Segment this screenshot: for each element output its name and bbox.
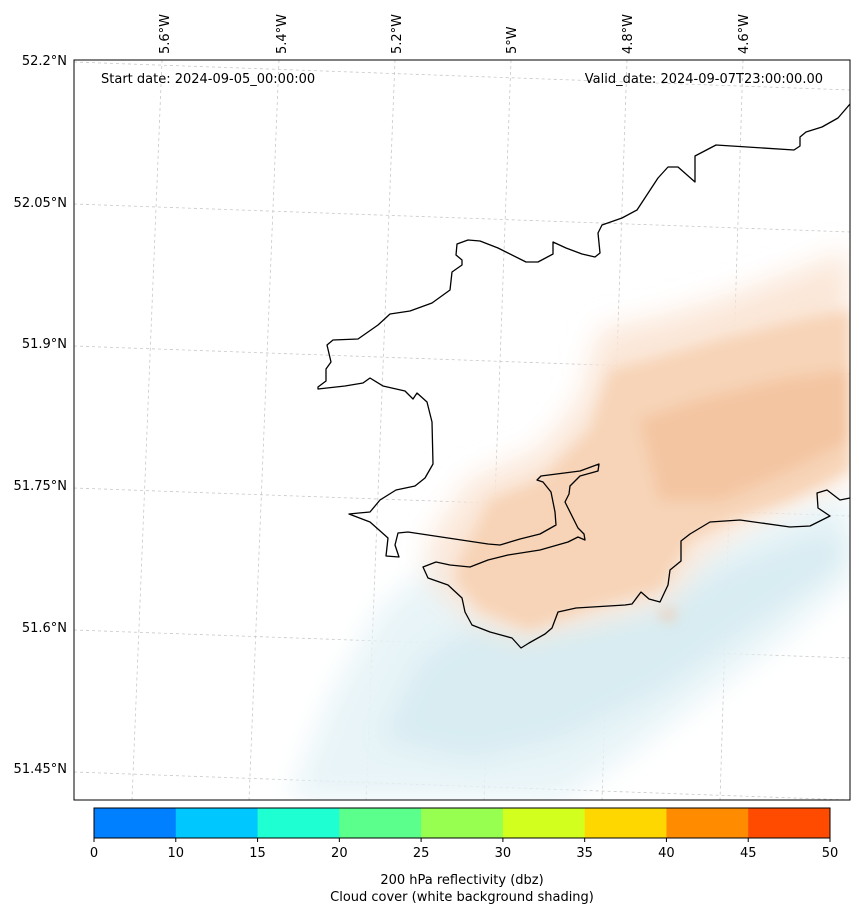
colorbar-segment bbox=[339, 808, 422, 838]
colorbar-segment bbox=[175, 808, 259, 838]
colorbar-tick-label: 50 bbox=[822, 846, 839, 861]
colorbar-tick-label: 10 bbox=[168, 846, 185, 861]
latitude-labels: 52.2°N 52.05°N 51.9°N 51.75°N 51.6°N 51.… bbox=[14, 54, 67, 777]
lat-label: 52.2°N bbox=[22, 54, 67, 69]
longitude-labels: 5.6°W 5.4°W 5.2°W 5°W 4.8°W 4.6°W bbox=[158, 14, 752, 54]
lon-label: 5.6°W bbox=[158, 14, 173, 54]
lat-label: 51.9°N bbox=[22, 337, 67, 352]
colorbar-tick-label: 45 bbox=[740, 846, 757, 861]
colorbar-segment bbox=[94, 808, 177, 838]
lon-label: 5.2°W bbox=[390, 14, 405, 54]
lon-label: 5.4°W bbox=[275, 14, 290, 54]
colorbar-segment bbox=[257, 808, 340, 838]
colorbar-label-line2: Cloud cover (white background shading) bbox=[330, 890, 594, 905]
lat-label: 52.05°N bbox=[14, 196, 67, 211]
colorbar-tick-label: 15 bbox=[249, 846, 266, 861]
valid-date-label: Valid_date: 2024-09-07T23:00:00.00 bbox=[585, 72, 823, 87]
cloud-cover-shading bbox=[430, 250, 850, 640]
coastline bbox=[317, 103, 850, 649]
map-border bbox=[73, 59, 851, 801]
lon-label: 4.8°W bbox=[621, 14, 636, 54]
colorbar: 0 10 15 20 25 30 35 40 45 50 bbox=[90, 807, 839, 861]
colorbar-segment bbox=[584, 808, 667, 838]
colorbar-segment bbox=[748, 808, 831, 838]
colorbar-segment bbox=[666, 808, 749, 838]
colorbar-tick-label: 30 bbox=[495, 846, 512, 861]
lat-label: 51.75°N bbox=[14, 479, 67, 494]
colorbar-segment bbox=[502, 808, 586, 838]
colorbar-tick-label: 0 bbox=[90, 846, 98, 861]
start-date-label: Start date: 2024-09-05_00:00:00 bbox=[101, 72, 315, 87]
colorbar-label-line1: 200 hPa reflectivity (dbz) bbox=[380, 873, 543, 888]
lat-label: 51.45°N bbox=[14, 762, 67, 777]
lon-label: 5°W bbox=[505, 26, 520, 54]
colorbar-tick-label: 40 bbox=[658, 846, 675, 861]
lat-label: 51.6°N bbox=[22, 621, 67, 636]
colorbar-tick-label: 35 bbox=[576, 846, 593, 861]
colorbar-tick-label: 25 bbox=[413, 846, 430, 861]
low-cloud-shading bbox=[290, 490, 850, 800]
colorbar-border bbox=[93, 807, 831, 839]
colorbar-segment bbox=[421, 808, 504, 838]
lon-label: 4.6°W bbox=[737, 14, 752, 54]
colorbar-tick-label: 20 bbox=[331, 846, 348, 861]
